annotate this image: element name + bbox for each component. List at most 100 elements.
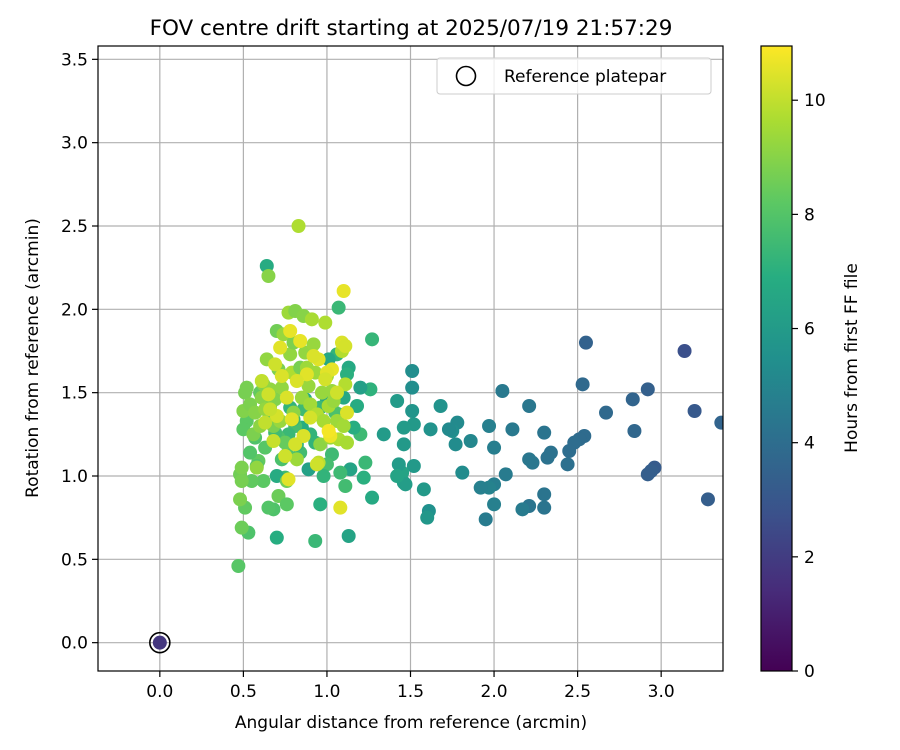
- data-point: [283, 347, 298, 362]
- data-point: [487, 440, 502, 455]
- data-point: [473, 480, 488, 495]
- data-point: [677, 344, 692, 358]
- data-point: [283, 324, 298, 338]
- data-point: [700, 492, 715, 507]
- data-point: [365, 332, 380, 347]
- data-point: [495, 384, 510, 398]
- data-point: [254, 374, 269, 388]
- data-point: [234, 474, 249, 488]
- data-point: [338, 339, 353, 353]
- data-point: [478, 512, 493, 527]
- data-point: [560, 457, 575, 472]
- data-point: [289, 374, 304, 388]
- data-point: [353, 380, 368, 395]
- data-point: [406, 459, 421, 473]
- data-point: [291, 219, 306, 233]
- data-point: [640, 467, 655, 482]
- reference-platepar-marker: [149, 631, 171, 654]
- colorbar-frame: [760, 45, 793, 672]
- x-tick-label: 0.0: [146, 682, 173, 702]
- data-point: [575, 377, 590, 392]
- chart-title: FOV centre drift starting at 2025/07/19 …: [150, 16, 673, 41]
- data-points: [231, 219, 723, 573]
- data-point: [390, 469, 405, 483]
- data-point: [256, 474, 271, 488]
- x-tick-label: 2.5: [564, 682, 591, 702]
- data-point: [266, 434, 281, 448]
- data-point: [261, 500, 276, 515]
- data-point: [316, 469, 331, 483]
- data-point: [309, 457, 324, 472]
- data-point: [279, 497, 294, 512]
- data-point: [288, 437, 303, 452]
- x-tick-label: 3.0: [648, 682, 675, 702]
- legend-box: [436, 57, 712, 95]
- data-point: [268, 357, 283, 372]
- data-point: [249, 460, 264, 475]
- data-point: [455, 465, 470, 480]
- colorbar: 0 2 4 6 8 10 Hours from first FF file: [760, 45, 862, 682]
- x-axis-ticks: 0.0 0.5 1.0 1.5 2.0 2.5 3.0: [146, 671, 675, 702]
- data-point: [243, 445, 258, 460]
- legend: Reference platepar: [436, 57, 712, 95]
- y-tick-label: 2.0: [61, 300, 88, 320]
- data-point: [336, 419, 351, 433]
- colorbar-tick-label: 8: [804, 205, 815, 225]
- data-point: [299, 367, 314, 382]
- data-point: [313, 497, 328, 512]
- reference-marker-layer: [149, 631, 171, 654]
- data-point: [714, 415, 723, 430]
- data-point: [308, 534, 323, 548]
- data-point: [423, 422, 438, 437]
- data-point: [562, 444, 577, 458]
- data-point: [498, 467, 513, 482]
- data-point: [306, 337, 321, 352]
- data-point: [463, 434, 478, 448]
- data-point: [329, 385, 344, 400]
- data-point: [336, 284, 351, 298]
- data-point: [578, 335, 593, 350]
- data-point: [396, 420, 411, 435]
- x-tick-label: 0.5: [230, 682, 257, 702]
- data-point: [365, 490, 380, 505]
- data-point: [333, 465, 348, 480]
- data-point: [358, 455, 373, 470]
- colorbar-gradient: [761, 46, 792, 671]
- data-point: [515, 502, 530, 517]
- data-point: [687, 404, 702, 418]
- y-tick-label: 3.0: [61, 134, 88, 154]
- data-point: [448, 437, 463, 452]
- data-point: [318, 372, 333, 387]
- legend-reference-marker: [455, 65, 477, 87]
- data-point: [258, 415, 273, 430]
- x-tick-label: 2.0: [481, 682, 508, 702]
- data-point: [537, 425, 552, 440]
- data-point: [537, 487, 552, 502]
- data-point: [420, 510, 435, 525]
- data-point: [356, 470, 371, 485]
- data-point: [537, 500, 552, 515]
- legend-entry-label: Reference platepar: [504, 67, 666, 87]
- y-tick-label: 1.5: [61, 384, 88, 404]
- data-point: [274, 369, 289, 383]
- y-tick-label: 0.0: [61, 634, 88, 654]
- y-tick-label: 0.5: [61, 550, 88, 570]
- data-point: [304, 312, 319, 327]
- data-point: [231, 559, 246, 573]
- data-point: [339, 435, 354, 450]
- data-point: [321, 424, 336, 438]
- data-point: [522, 452, 537, 467]
- data-point: [441, 422, 456, 437]
- data-point: [293, 334, 308, 348]
- data-point: [273, 340, 288, 355]
- data-point: [339, 405, 354, 420]
- data-point: [303, 397, 318, 412]
- data-point: [313, 437, 328, 452]
- data-point: [391, 457, 406, 472]
- data-point: [284, 412, 299, 427]
- data-point: [331, 300, 346, 315]
- data-point: [487, 497, 502, 512]
- data-point: [301, 379, 316, 393]
- data-point: [281, 472, 296, 487]
- y-axis-label: Rotation from reference (arcmin): [23, 218, 43, 498]
